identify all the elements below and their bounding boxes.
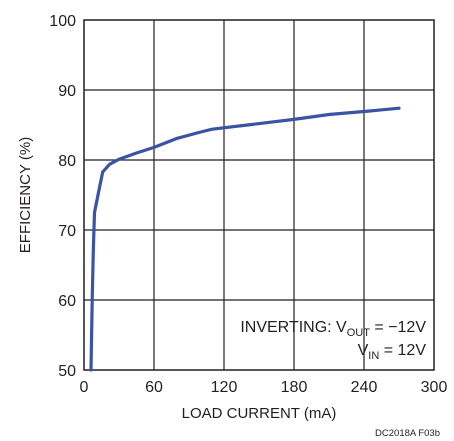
x-tick-label-300: 300 (421, 379, 448, 396)
x-tick-label-240: 240 (351, 379, 378, 396)
y-tick-label-100: 100 (49, 13, 76, 30)
plot-frame (83, 19, 435, 371)
x-axis-label: LOAD CURRENT (mA) (182, 405, 337, 422)
x-tick-label-120: 120 (211, 379, 238, 396)
x-tick-label-0: 0 (80, 379, 89, 396)
y-tick-label-60: 60 (58, 293, 76, 310)
x-tick-labels: 0 60 120 180 240 300 (80, 379, 448, 396)
y-tick-label-70: 70 (58, 223, 76, 240)
y-tick-label-80: 80 (58, 153, 76, 170)
y-tick-label-90: 90 (58, 83, 76, 100)
annotation-line-2: VIN = 12V (358, 342, 427, 362)
y-tick-label-50: 50 (58, 363, 76, 380)
x-tick-label-60: 60 (145, 379, 163, 396)
grid-lines (84, 20, 434, 370)
figure-code: DC2018A F03b (375, 428, 440, 439)
annotation-line-1: INVERTING: VOUT = −12V (240, 319, 426, 339)
y-axis-label: EFFICIENCY (%) (17, 137, 34, 253)
efficiency-series-line (89, 106, 401, 372)
x-tick-label-180: 180 (281, 379, 308, 396)
y-tick-labels: 50 60 70 80 90 100 (49, 13, 76, 380)
